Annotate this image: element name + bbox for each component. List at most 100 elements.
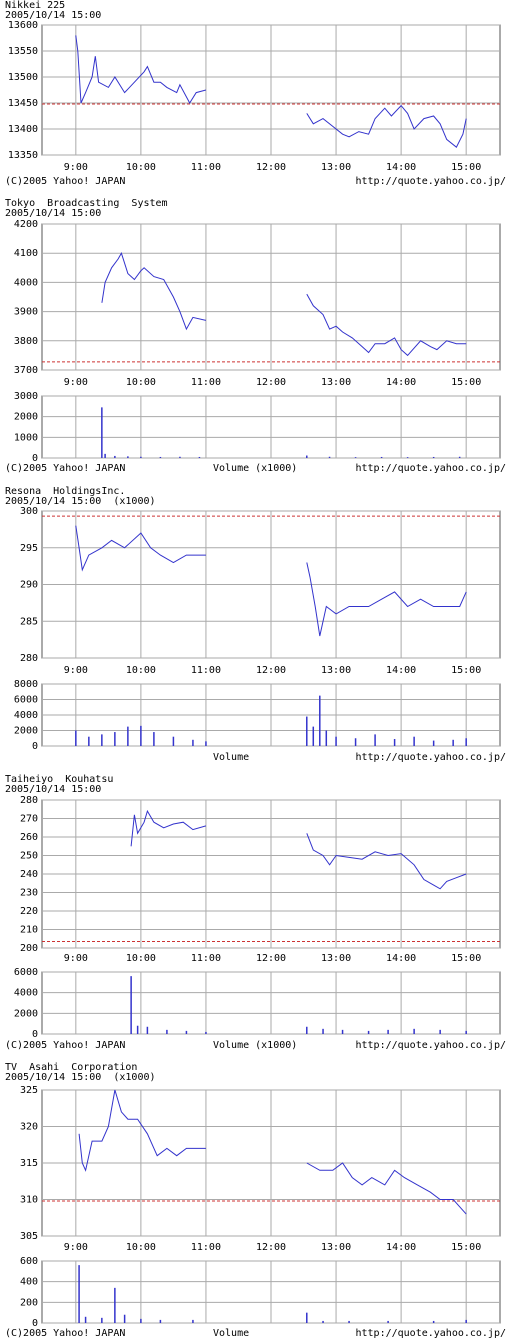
volume-bar: [465, 1030, 467, 1034]
volume-bar: [367, 1030, 370, 1034]
volume-bar: [159, 1319, 162, 1323]
source-url: http://quote.yahoo.co.jp/: [355, 176, 506, 187]
source-url: http://quote.yahoo.co.jp/: [355, 1040, 506, 1051]
y-tick-label: 0: [32, 1318, 38, 1329]
x-tick-label: 12:00: [256, 377, 286, 388]
chart-title: Resona HoldingsInc.: [5, 486, 125, 497]
volume-bar: [146, 1026, 149, 1034]
y-tick-label: 4100: [14, 248, 38, 259]
volume-bar: [140, 1318, 142, 1323]
x-tick-label: 13:00: [321, 953, 351, 964]
volume-bar: [101, 407, 103, 458]
y-tick-label: 310: [20, 1195, 38, 1206]
volume-bar: [458, 456, 461, 458]
volume-bar: [153, 732, 155, 746]
chart-title: Taiheiyo Kouhatsu: [5, 774, 113, 785]
x-tick-label: 10:00: [126, 953, 156, 964]
y-tick-label: 4000: [14, 277, 38, 288]
volume-bar: [354, 738, 357, 746]
y-tick-label: 230: [20, 888, 38, 899]
volume-bar: [413, 736, 415, 746]
volume-bar: [136, 1025, 139, 1034]
x-tick-label: 12:00: [256, 953, 286, 964]
volume-bar: [127, 726, 129, 746]
volume-bar: [84, 1316, 87, 1323]
volume-bar: [380, 456, 383, 458]
x-tick-label: 9:00: [64, 377, 88, 388]
x-tick-label: 14:00: [386, 665, 416, 676]
volume-bar: [75, 730, 77, 746]
volume-bar: [328, 456, 331, 458]
y-tick-label: 320: [20, 1122, 38, 1133]
price-line: [101, 251, 467, 357]
chart-subtitle: 2005/10/14 15:00 (x1000): [5, 1072, 156, 1083]
chart-subtitle: 2005/10/14 15:00: [5, 784, 101, 795]
y-tick-label: 8000: [14, 679, 38, 690]
x-tick-label: 15:00: [451, 377, 481, 388]
y-tick-label: 2000: [14, 412, 38, 423]
volume-bar: [348, 1320, 350, 1323]
volume-bar: [354, 457, 357, 458]
volume-label: Volume (x1000): [213, 1040, 297, 1051]
x-tick-label: 10:00: [126, 162, 156, 173]
volume-bar: [312, 726, 315, 746]
chart-subtitle: 2005/10/14 15:00: [5, 208, 101, 219]
volume-bar: [185, 1030, 188, 1034]
volume-bar: [322, 1028, 324, 1034]
volume-bar: [306, 1026, 308, 1034]
y-tick-label: 4000: [14, 988, 38, 999]
price-line: [130, 809, 467, 890]
volume-label: Volume (x1000): [213, 463, 297, 474]
copyright: (C)2005 Yahoo! JAPAN: [5, 1328, 125, 1339]
x-tick-label: 11:00: [191, 1242, 221, 1253]
volume-bar: [88, 736, 90, 746]
volume-bar: [123, 1314, 126, 1323]
y-tick-label: 0: [32, 453, 38, 464]
y-tick-label: 210: [20, 925, 38, 936]
price-line: [78, 1089, 467, 1215]
x-tick-label: 15:00: [451, 1242, 481, 1253]
x-tick-label: 14:00: [386, 162, 416, 173]
volume-bar: [387, 1029, 389, 1034]
chart-subtitle: 2005/10/14 15:00: [5, 10, 101, 21]
y-tick-label: 13550: [8, 46, 38, 57]
copyright: (C)2005 Yahoo! JAPAN: [5, 176, 125, 187]
y-tick-label: 315: [20, 1158, 38, 1169]
y-tick-label: 600: [20, 1256, 38, 1267]
x-tick-label: 9:00: [64, 953, 88, 964]
y-tick-label: 13400: [8, 124, 38, 135]
x-tick-label: 11:00: [191, 953, 221, 964]
volume-bar: [341, 1029, 344, 1034]
volume-bar: [104, 453, 106, 458]
y-tick-label: 13500: [8, 72, 38, 83]
volume-bar: [335, 736, 337, 746]
y-tick-label: 290: [20, 580, 38, 591]
x-tick-label: 11:00: [191, 665, 221, 676]
volume-bar: [387, 1320, 389, 1323]
y-tick-label: 280: [20, 795, 38, 806]
volume-bar: [432, 740, 435, 746]
volume-bar: [325, 730, 328, 746]
x-tick-label: 12:00: [256, 162, 286, 173]
volume-bar: [306, 1312, 308, 1323]
y-tick-label: 3000: [14, 391, 38, 402]
x-tick-label: 15:00: [451, 162, 481, 173]
y-tick-label: 285: [20, 616, 38, 627]
volume-bar: [172, 736, 175, 746]
x-tick-label: 13:00: [321, 377, 351, 388]
volume-bar: [432, 456, 435, 458]
volume-bar: [127, 456, 129, 458]
y-tick-label: 200: [20, 943, 38, 954]
volume-bar: [101, 1317, 103, 1323]
y-tick-label: 0: [32, 1029, 38, 1040]
chart-subtitle: 2005/10/14 15:00 (x1000): [5, 496, 156, 507]
chart-title: TV Asahi Corporation: [5, 1062, 137, 1073]
x-tick-label: 12:00: [256, 1242, 286, 1253]
y-tick-label: 270: [20, 814, 38, 825]
y-tick-label: 4200: [14, 219, 38, 230]
x-tick-label: 15:00: [451, 953, 481, 964]
volume-bar: [465, 1319, 467, 1323]
source-url: http://quote.yahoo.co.jp/: [355, 463, 506, 474]
volume-bar: [198, 456, 201, 458]
